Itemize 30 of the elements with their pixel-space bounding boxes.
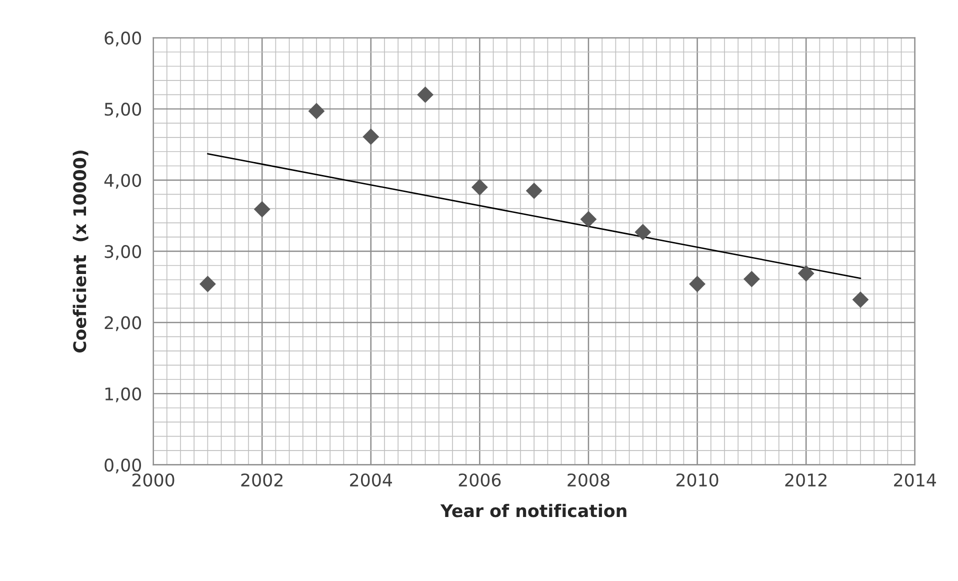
x-tick-label: 2000 [132,473,174,487]
x-tick-label: 2014 [894,473,936,487]
y-tick-label: 4,00 [104,174,142,189]
y-tick-label: 5,00 [104,102,142,118]
point [417,86,434,103]
y-tick-label: 0,00 [104,458,142,474]
point [852,291,869,308]
y-tick-label: 2,00 [104,316,142,332]
point [689,276,706,292]
point [798,265,814,282]
x-tick-label: 2002 [241,473,282,487]
point [471,179,488,196]
x-axis-title: Year of notification [440,504,626,518]
point [580,211,597,228]
point [254,201,270,218]
point [199,276,216,292]
x-tick-label: 2008 [568,473,610,487]
x-tick-label: 2010 [676,473,718,487]
x-tick-label: 2004 [350,473,392,487]
y-tick-label: 3,00 [104,244,142,260]
y-axis-title: Coeficient (x 10000) [72,150,88,353]
point [362,128,380,145]
y-tick-label: 1,00 [105,387,142,402]
x-tick-label: 2006 [458,473,501,487]
point [526,182,542,200]
point [743,270,760,288]
y-tick-label: 6,00 [104,31,142,46]
x-tick-label: 2012 [785,473,826,487]
point [634,224,652,240]
point [308,102,325,120]
